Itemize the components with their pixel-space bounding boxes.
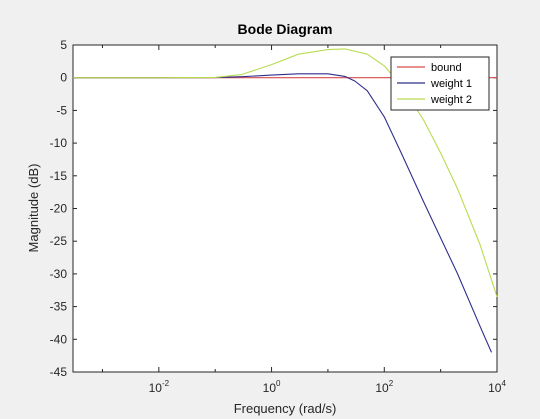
y-tick-label: 0	[60, 71, 67, 85]
x-tick-exponent: 2	[389, 379, 394, 388]
x-tick-exponent: -2	[162, 379, 170, 388]
series-line-weight-1	[73, 73, 493, 353]
legend-label: weight 2	[430, 94, 472, 106]
x-tick-base: 10	[488, 381, 502, 395]
y-axis-label: Magnitude (dB)	[26, 164, 41, 253]
y-tick-label: -10	[50, 136, 68, 150]
legend-label: weight 1	[430, 78, 472, 90]
x-tick-label: 102	[375, 379, 393, 395]
legend: bound weight 1 weight 2	[390, 56, 490, 111]
x-axis-label: Frequency (rad/s)	[234, 401, 337, 416]
y-tick-label: -45	[50, 365, 68, 379]
y-tick-label: -25	[50, 234, 68, 248]
legend-label: bound	[431, 62, 462, 74]
x-tick-base: 10	[375, 381, 389, 395]
x-tick-base: 10	[263, 381, 277, 395]
y-tick-label: -35	[50, 300, 68, 314]
chart-title: Bode Diagram	[238, 21, 333, 37]
x-tick-exponent: 4	[501, 379, 506, 388]
x-tick-base: 10	[149, 381, 163, 395]
y-tick-label: -5	[56, 103, 67, 117]
y-tick-label: -15	[50, 169, 68, 183]
x-tick-label: 104	[488, 379, 506, 395]
y-tick-label: 5	[60, 38, 67, 52]
y-tick-label: -30	[50, 267, 68, 281]
x-tick-exponent: 0	[276, 379, 281, 388]
x-tick-label: 100	[263, 379, 281, 395]
y-tick-label: -40	[50, 332, 68, 346]
x-tick-label: 10-2	[149, 379, 170, 395]
y-tick-label: -20	[50, 202, 68, 216]
series-line-weight-2	[73, 48, 498, 297]
